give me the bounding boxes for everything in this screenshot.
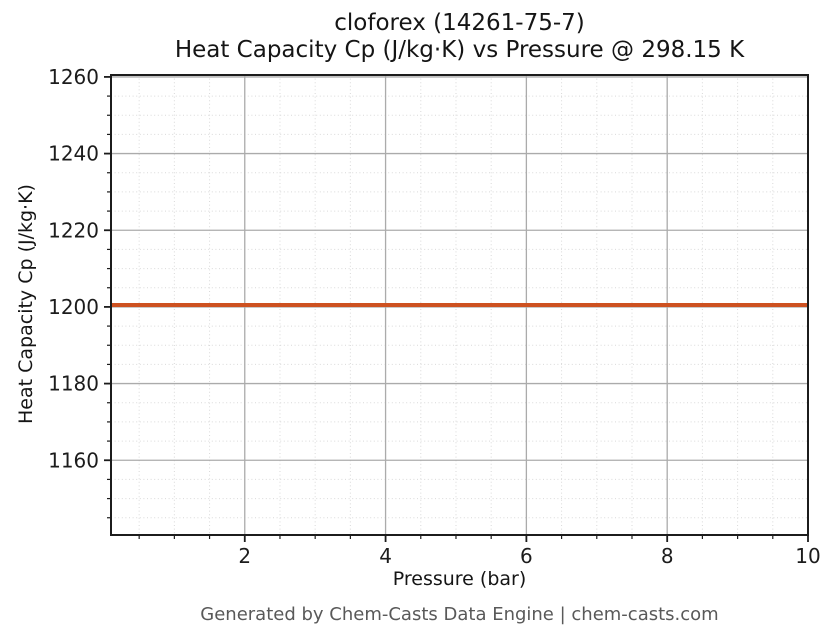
x-axis-label: Pressure (bar) xyxy=(392,568,527,590)
footer-watermark: Generated by Chem-Casts Data Engine | ch… xyxy=(200,604,719,625)
y-tick-label: 1160 xyxy=(48,448,99,472)
y-tick-label: 1200 xyxy=(48,295,99,319)
x-tick-label: 2 xyxy=(238,544,251,568)
y-tick-label: 1260 xyxy=(48,65,99,89)
chart-title-line2: Heat Capacity Cp (J/kg·K) vs Pressure @ … xyxy=(174,37,745,63)
y-axis-label: Heat Capacity Cp (J/kg·K) xyxy=(15,184,37,424)
x-tick-label: 10 xyxy=(795,544,820,568)
y-tick-label: 1180 xyxy=(48,372,99,396)
x-tick-label: 6 xyxy=(520,544,533,568)
plot-spines xyxy=(110,74,809,536)
y-tick-label: 1220 xyxy=(48,218,99,242)
x-tick-label: 4 xyxy=(379,544,392,568)
x-tick-label: 8 xyxy=(661,544,674,568)
y-tick-label: 1240 xyxy=(48,142,99,166)
chart-title-line1: cloforex (14261-75-7) xyxy=(334,10,585,36)
